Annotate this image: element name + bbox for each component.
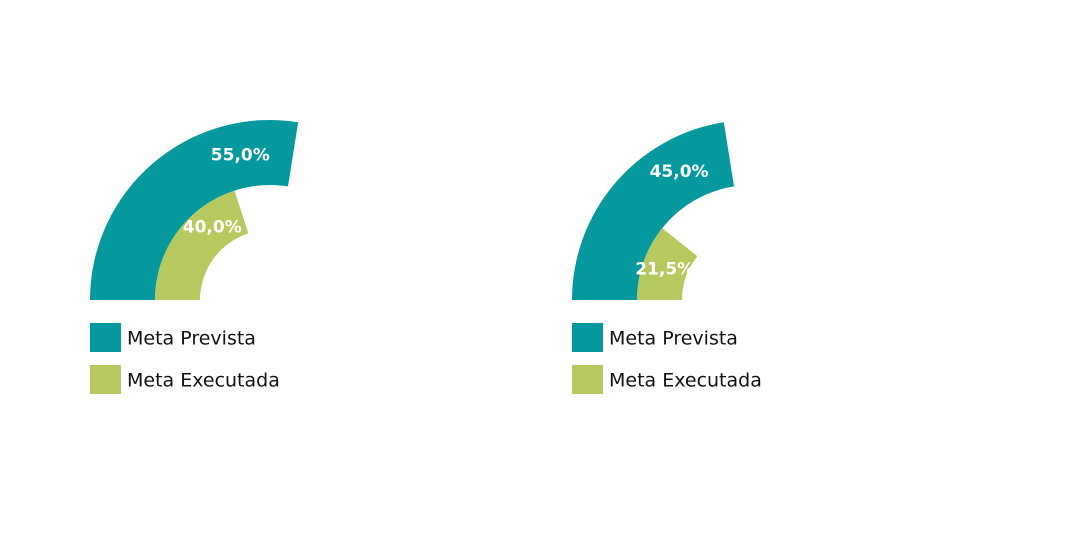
legend-label: Meta Prevista [609, 328, 738, 350]
legend-label: Meta Executada [127, 370, 280, 392]
legend-swatch [572, 365, 603, 394]
value-label: 40,0% [183, 218, 242, 238]
legend-swatch [90, 323, 121, 352]
value-label: 45,0% [650, 162, 709, 182]
legend-label: Meta Prevista [127, 328, 256, 350]
legend-label: Meta Executada [609, 370, 762, 392]
value-label: 55,0% [211, 146, 270, 166]
legend-swatch [90, 365, 121, 394]
legend-swatch [572, 323, 603, 352]
bar [637, 228, 698, 300]
bar [90, 119, 299, 300]
bar [572, 122, 735, 300]
bar [155, 190, 249, 300]
value-label: 21,5% [635, 259, 694, 279]
